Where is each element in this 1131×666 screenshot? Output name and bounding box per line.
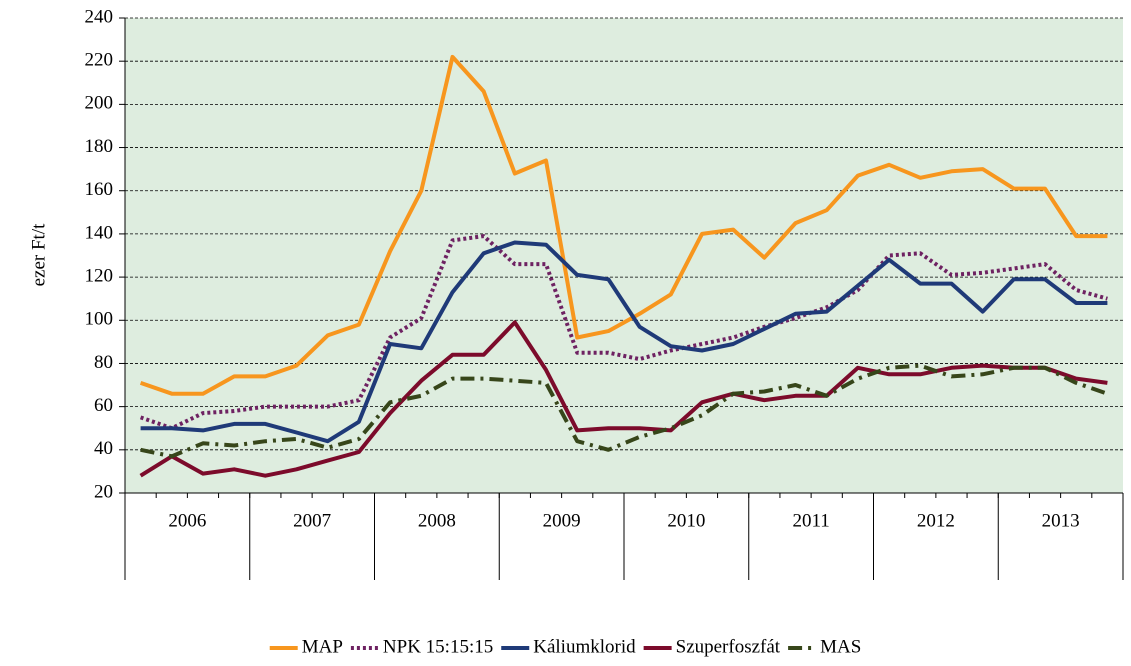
y-tick-label: 60 [94, 395, 113, 416]
y-tick-label: 240 [85, 6, 114, 27]
x-tick-label: 2009 [543, 510, 581, 531]
series-line [139, 234, 1108, 431]
plot-area [125, 18, 1123, 493]
x-tick-label: 2008 [418, 510, 456, 531]
y-axis-label: ezer Ft/t [28, 223, 49, 287]
x-tick-label: 2010 [667, 510, 705, 531]
legend-label: MAS [820, 636, 861, 657]
y-tick-label: 80 [94, 352, 113, 373]
y-tick-label: 140 [85, 222, 114, 243]
series-line [139, 320, 1108, 478]
y-tick-label: 100 [85, 309, 114, 330]
y-tick-label: 40 [94, 438, 113, 459]
y-tick-label: 220 [85, 50, 114, 71]
x-tick-label: 2006 [168, 510, 206, 531]
y-tick-label: 180 [85, 136, 114, 157]
y-tick-label: 20 [94, 481, 113, 502]
series-line [140, 240, 1108, 444]
y-tick-label: 160 [85, 179, 114, 200]
x-tick-label: 2013 [1042, 510, 1080, 531]
legend-label: MAP [302, 636, 343, 657]
series-line [139, 54, 1108, 396]
x-tick-label: 2012 [917, 510, 955, 531]
series-line [140, 363, 1109, 459]
x-tick-label: 2011 [792, 510, 829, 531]
y-tick-label: 200 [85, 93, 114, 114]
x-tick-label: 2007 [293, 510, 331, 531]
legend-label: Szuperfoszfát [676, 636, 781, 657]
legend-label: NPK 15:15:15 [383, 636, 493, 657]
y-tick-label: 120 [85, 265, 114, 286]
legend-label: Káliumklorid [533, 636, 636, 657]
